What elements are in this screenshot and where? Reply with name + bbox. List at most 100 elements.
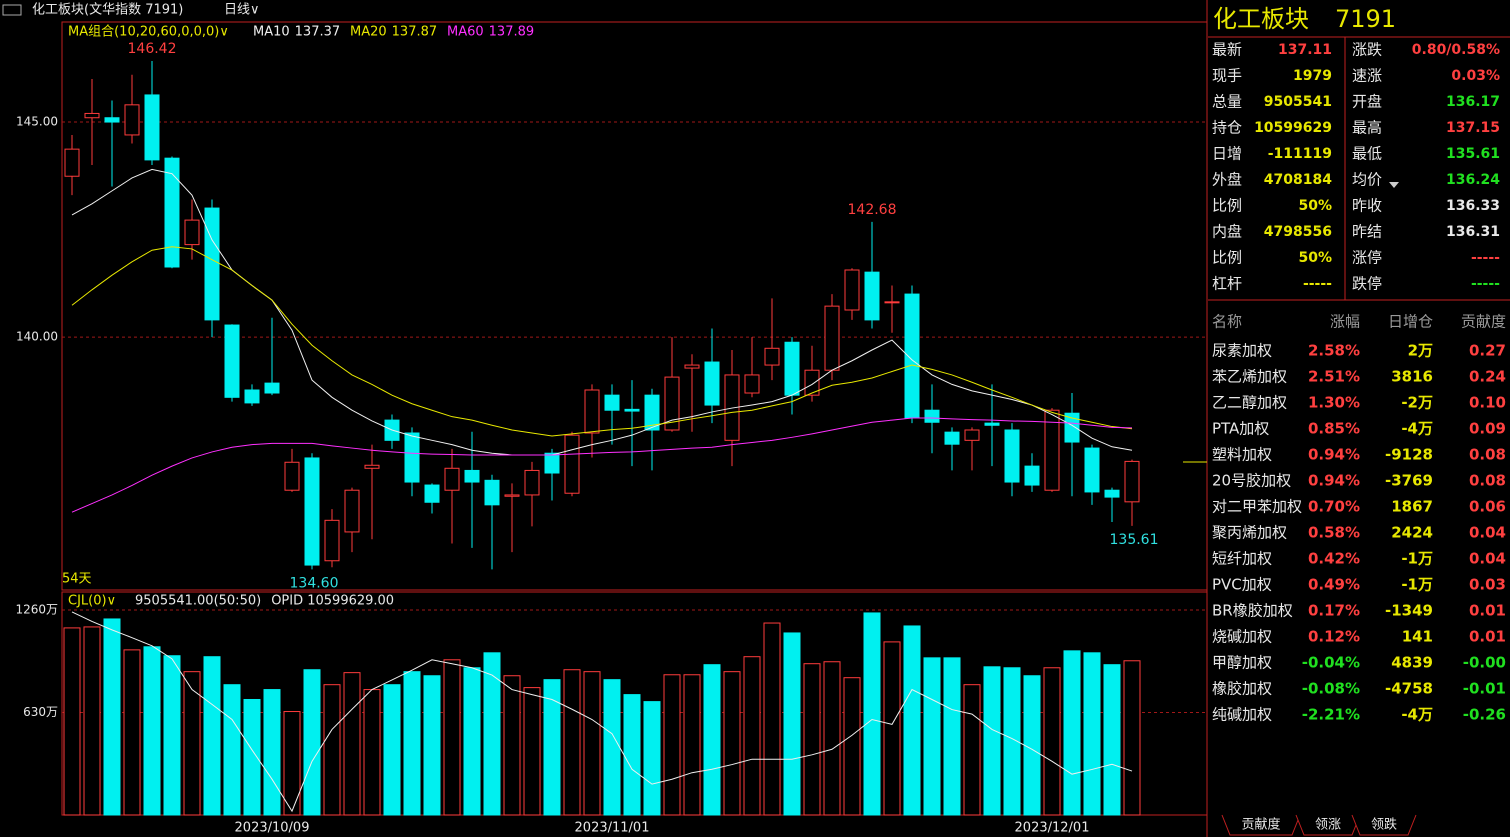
candle-body	[204, 207, 220, 321]
tab-bar: 贡献度 领涨 领跌	[1221, 814, 1417, 836]
volume-bar	[103, 618, 121, 816]
volume-bar	[1023, 675, 1041, 816]
candle-body	[124, 104, 140, 136]
component-cell: 对二甲苯加权	[1212, 498, 1302, 516]
candle-body	[284, 461, 300, 491]
component-cell: -1349	[1385, 602, 1433, 620]
high-label: 142.68	[848, 202, 897, 218]
candle-body	[184, 219, 200, 246]
component-cell: -0.26	[1463, 706, 1506, 724]
volume-bar	[523, 687, 541, 816]
column-header: 日增仓	[1388, 313, 1433, 331]
quote-label: 日增	[1212, 145, 1242, 163]
volume-bar	[403, 671, 421, 816]
volume-bar	[943, 657, 961, 816]
candle-body	[244, 389, 260, 404]
tab-label[interactable]: 贡献度	[1241, 817, 1280, 833]
component-cell: 0.04	[1469, 524, 1506, 542]
candle-body	[504, 494, 520, 497]
component-cell: PVC加权	[1212, 576, 1272, 594]
candle-body	[564, 434, 580, 494]
component-cell: -0.04%	[1302, 654, 1360, 672]
component-cell: 0.04	[1469, 550, 1506, 568]
volume-bar	[183, 671, 201, 816]
tab-label[interactable]: 领跌	[1371, 817, 1397, 833]
quote-label: 涨停	[1352, 249, 1382, 267]
candle-body	[64, 148, 80, 177]
component-cell: 0.03	[1469, 576, 1506, 594]
candle-body	[604, 394, 620, 411]
low-label: 134.60	[290, 575, 339, 591]
day-count: 54天	[62, 572, 92, 587]
volume-bar	[883, 641, 901, 816]
volume-bar	[363, 689, 381, 816]
volume-bar	[423, 675, 441, 816]
volume-bar	[1103, 664, 1121, 816]
volume-bar	[763, 622, 781, 816]
component-cell: 0.70%	[1308, 498, 1360, 516]
component-cell: 乙二醇加权	[1212, 394, 1287, 412]
quote-label: 外盘	[1212, 171, 1242, 189]
component-cell: 0.09	[1469, 420, 1506, 438]
candle-body	[984, 422, 1000, 426]
quote-value: -----	[1471, 250, 1500, 266]
candle-body	[104, 117, 120, 123]
quote-label: 比例	[1212, 197, 1242, 215]
candle-body	[804, 369, 820, 396]
volume-bar	[1043, 667, 1061, 816]
component-cell: -4758	[1385, 680, 1433, 698]
legend-name: MA20	[350, 25, 387, 40]
component-cell: BR橡胶加权	[1212, 602, 1293, 620]
component-cell: 苯乙烯加权	[1212, 368, 1287, 386]
component-cell: 0.42%	[1308, 550, 1360, 568]
tab[interactable]	[1221, 814, 1301, 836]
volume-bar	[623, 694, 641, 816]
period-selector[interactable]: 日线∨	[224, 3, 260, 18]
candle-body	[824, 305, 840, 371]
candle-body	[224, 324, 240, 398]
candle-body	[1004, 429, 1020, 483]
component-cell: -0.08%	[1302, 680, 1360, 698]
x-tick-label: 2023/10/09	[235, 821, 310, 836]
quote-label: 内盘	[1212, 223, 1242, 241]
volume-bar	[1063, 650, 1081, 816]
legend-name: MA60	[447, 25, 484, 40]
quote-value: 50%	[1298, 250, 1332, 266]
volume-bar	[863, 612, 881, 816]
low-label: 135.61	[1110, 532, 1159, 548]
candle-body	[324, 519, 340, 562]
tab[interactable]	[1351, 814, 1417, 836]
volume-bar	[783, 632, 801, 816]
component-cell: 0.01	[1469, 628, 1506, 646]
component-cell: 1.30%	[1308, 394, 1360, 412]
app-icon[interactable]	[2, 4, 22, 16]
component-cell: 尿素加权	[1212, 342, 1272, 360]
volume-bar	[1083, 652, 1101, 816]
quote-value: 1979	[1293, 68, 1332, 84]
component-cell: 0.58%	[1308, 524, 1360, 542]
quote-value: 9505541	[1264, 94, 1332, 110]
component-cell: 0.94%	[1308, 472, 1360, 490]
candle-body	[1124, 460, 1140, 503]
panel-title: 化工板块	[1213, 5, 1309, 33]
candle-body	[464, 469, 480, 483]
candle-body	[844, 269, 860, 311]
component-cell: 2万	[1408, 342, 1433, 360]
component-cell: 0.08	[1469, 472, 1506, 490]
quote-value: 50%	[1298, 198, 1332, 214]
candle-body	[944, 431, 960, 445]
indicator-label: CJL(0)∨	[68, 594, 116, 609]
component-cell: -1万	[1401, 550, 1433, 568]
candle-body	[904, 293, 920, 419]
volume-bar	[463, 667, 481, 816]
indicator-label: MA组合(10,20,60,0,0,0)∨	[68, 25, 229, 40]
candle-body	[364, 464, 380, 469]
column-header: 涨幅	[1330, 313, 1360, 331]
quote-label: 开盘	[1352, 93, 1382, 111]
volume-bar	[443, 659, 461, 816]
volume-bar	[963, 684, 981, 816]
candle-body	[144, 94, 160, 161]
y-tick-label: 140.00	[16, 330, 58, 344]
tab-label[interactable]: 领涨	[1315, 818, 1341, 833]
component-cell: -2万	[1401, 394, 1433, 412]
